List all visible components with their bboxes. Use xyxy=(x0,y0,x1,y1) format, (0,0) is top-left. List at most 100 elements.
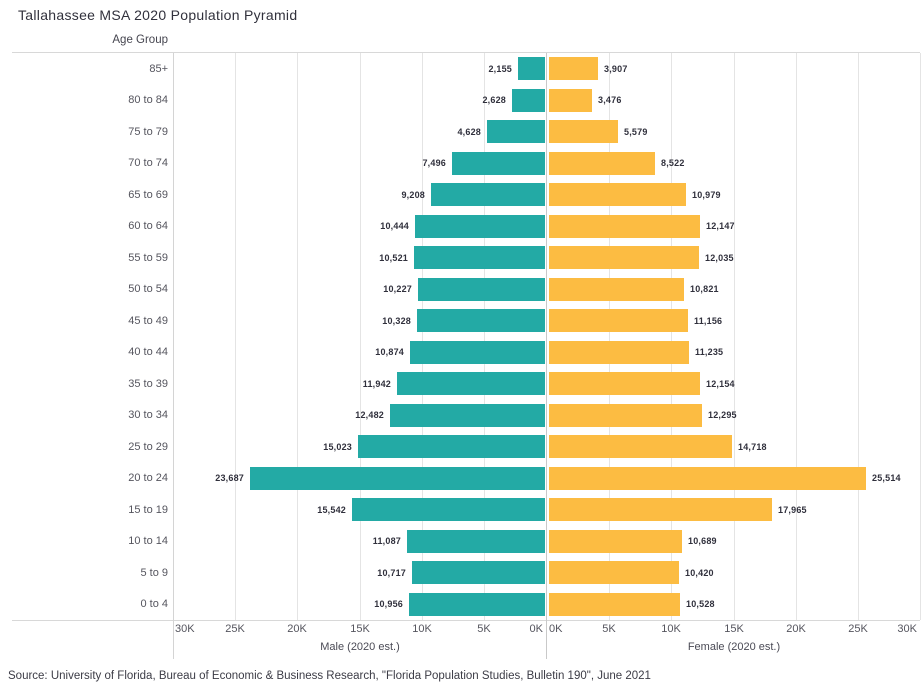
age-group-label: 60 to 64 xyxy=(128,220,168,233)
female-value-label: 14,718 xyxy=(738,441,767,452)
female-pane: 10,821 xyxy=(547,274,920,306)
female-pane: 12,295 xyxy=(547,400,920,432)
male-bar[interactable] xyxy=(410,340,545,364)
male-bar[interactable] xyxy=(512,88,545,112)
age-group-label: 15 to 19 xyxy=(128,503,168,516)
female-pane: 5,579 xyxy=(547,116,920,148)
female-bar[interactable] xyxy=(549,435,732,459)
male-pane: 2,155 xyxy=(173,53,546,85)
male-value-label: 11,942 xyxy=(362,378,391,389)
female-bar[interactable] xyxy=(549,403,702,427)
male-pane: 9,208 xyxy=(173,179,546,211)
age-group-label: 35 to 39 xyxy=(128,377,168,390)
male-pane: 10,521 xyxy=(173,242,546,274)
male-bar[interactable] xyxy=(397,372,545,396)
female-axis-title: Female (2020 est.) xyxy=(687,641,781,653)
male-bar[interactable] xyxy=(487,120,545,144)
gridline xyxy=(422,53,423,620)
female-bar[interactable] xyxy=(549,246,699,270)
female-value-label: 8,522 xyxy=(661,158,685,169)
pyramid-row: 10 to 14 11,087 10,689 xyxy=(0,526,920,558)
female-bar[interactable] xyxy=(549,183,686,207)
male-bar[interactable] xyxy=(409,592,545,616)
female-bar[interactable] xyxy=(549,592,680,616)
y-axis-title: Age Group xyxy=(112,34,168,46)
female-bar[interactable] xyxy=(549,498,772,522)
female-value-label: 12,295 xyxy=(708,410,737,421)
male-bar[interactable] xyxy=(407,529,545,553)
male-value-label: 23,687 xyxy=(215,473,244,484)
male-pane: 15,542 xyxy=(173,494,546,526)
female-value-label: 25,514 xyxy=(872,473,901,484)
page-title: Tallahassee MSA 2020 Population Pyramid xyxy=(18,7,298,23)
male-bar[interactable] xyxy=(431,183,545,207)
male-value-label: 9,208 xyxy=(401,189,425,200)
female-bar[interactable] xyxy=(549,214,700,238)
female-bar[interactable] xyxy=(549,340,689,364)
center-divider-line xyxy=(546,53,547,659)
female-bar[interactable] xyxy=(549,88,592,112)
pyramid-row: 75 to 79 4,628 5,579 xyxy=(0,116,920,148)
male-bar[interactable] xyxy=(415,214,545,238)
age-group-label: 25 to 29 xyxy=(128,440,168,453)
x-axis-tick-label: 20K xyxy=(287,623,307,635)
pyramid-row: 20 to 24 23,687 25,514 xyxy=(0,463,920,495)
male-bar[interactable] xyxy=(418,277,545,301)
female-bar[interactable] xyxy=(549,151,655,175)
female-value-label: 10,528 xyxy=(686,599,715,610)
x-axis-tick-label: 25K xyxy=(225,623,245,635)
male-value-label: 10,874 xyxy=(375,347,404,358)
male-bar[interactable] xyxy=(518,57,545,81)
female-value-label: 5,579 xyxy=(624,126,648,137)
male-pane: 11,942 xyxy=(173,368,546,400)
male-pane: 10,717 xyxy=(173,557,546,589)
gridline xyxy=(484,53,485,620)
female-bar[interactable] xyxy=(549,372,700,396)
female-pane: 3,907 xyxy=(547,53,920,85)
male-bar[interactable] xyxy=(250,466,545,490)
x-axis-tick-label: 15K xyxy=(724,623,744,635)
pyramid-row: 65 to 69 9,208 10,979 xyxy=(0,179,920,211)
male-bar[interactable] xyxy=(414,246,545,270)
female-value-label: 17,965 xyxy=(778,504,807,515)
pyramid-row: 70 to 74 7,496 8,522 xyxy=(0,148,920,180)
female-bar[interactable] xyxy=(549,120,618,144)
gridline xyxy=(235,53,236,620)
age-group-label: 50 to 54 xyxy=(128,283,168,296)
male-pane: 10,328 xyxy=(173,305,546,337)
female-bar[interactable] xyxy=(549,529,682,553)
x-axis-tick-label: 0K xyxy=(529,623,543,635)
male-bar[interactable] xyxy=(412,561,545,585)
x-axis-tick-label: 30K xyxy=(175,623,195,635)
pyramid-row: 0 to 4 10,956 10,528 xyxy=(0,589,920,621)
male-pane: 10,227 xyxy=(173,274,546,306)
female-bar[interactable] xyxy=(549,57,598,81)
gridline xyxy=(734,53,735,620)
female-pane: 10,689 xyxy=(547,526,920,558)
male-bar[interactable] xyxy=(390,403,545,427)
female-bar[interactable] xyxy=(549,277,684,301)
male-value-label: 15,023 xyxy=(323,441,352,452)
age-group-label: 30 to 34 xyxy=(128,409,168,422)
gridline xyxy=(671,53,672,620)
male-bar[interactable] xyxy=(452,151,545,175)
female-bar[interactable] xyxy=(549,561,679,585)
female-value-label: 12,035 xyxy=(705,252,734,263)
male-pane: 10,874 xyxy=(173,337,546,369)
male-value-label: 15,542 xyxy=(317,504,346,515)
female-bar[interactable] xyxy=(549,309,688,333)
x-axis-tick-label: 30K xyxy=(897,623,917,635)
male-pane: 10,444 xyxy=(173,211,546,243)
x-axis-tick-label: 15K xyxy=(350,623,370,635)
female-pane: 12,035 xyxy=(547,242,920,274)
female-bar[interactable] xyxy=(549,466,866,490)
female-pane: 10,979 xyxy=(547,179,920,211)
male-bar[interactable] xyxy=(352,498,545,522)
female-pane: 12,147 xyxy=(547,211,920,243)
female-value-label: 3,476 xyxy=(598,95,622,106)
female-value-label: 11,235 xyxy=(695,347,724,358)
pyramid-rows: 85+ 2,155 3,907 80 to 84 2,628 3,476 75 to 79 4… xyxy=(0,53,920,620)
male-bar[interactable] xyxy=(358,435,545,459)
male-bar[interactable] xyxy=(417,309,545,333)
pyramid-row: 60 to 64 10,444 12,147 xyxy=(0,211,920,243)
